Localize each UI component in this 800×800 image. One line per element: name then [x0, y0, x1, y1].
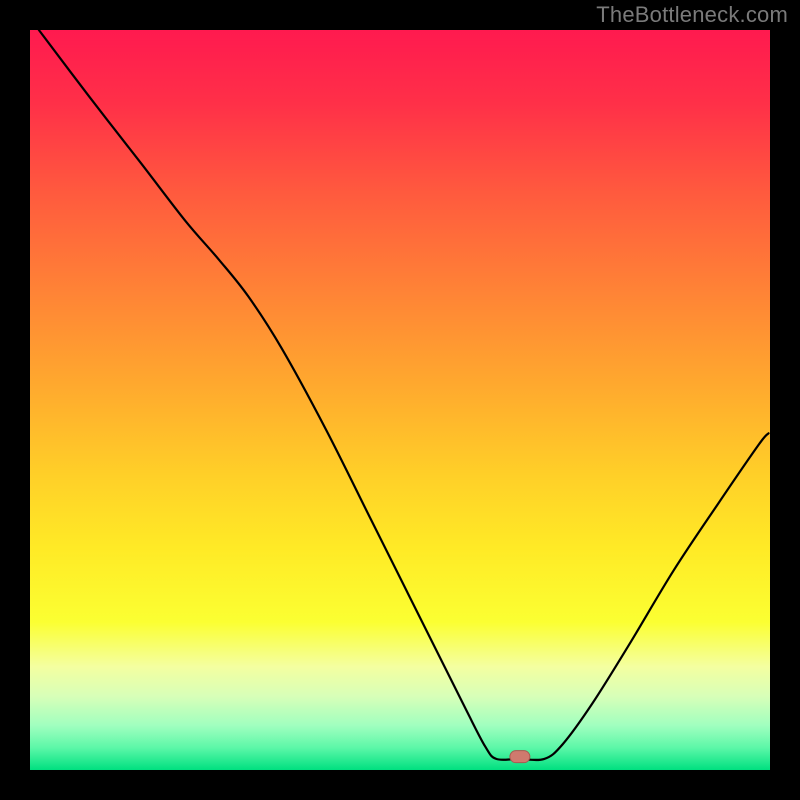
- chart-frame: TheBottleneck.com: [0, 0, 800, 800]
- optimal-marker: [510, 751, 530, 763]
- watermark-text: TheBottleneck.com: [596, 2, 788, 28]
- bottleneck-chart: [0, 0, 800, 800]
- gradient-background: [30, 30, 770, 770]
